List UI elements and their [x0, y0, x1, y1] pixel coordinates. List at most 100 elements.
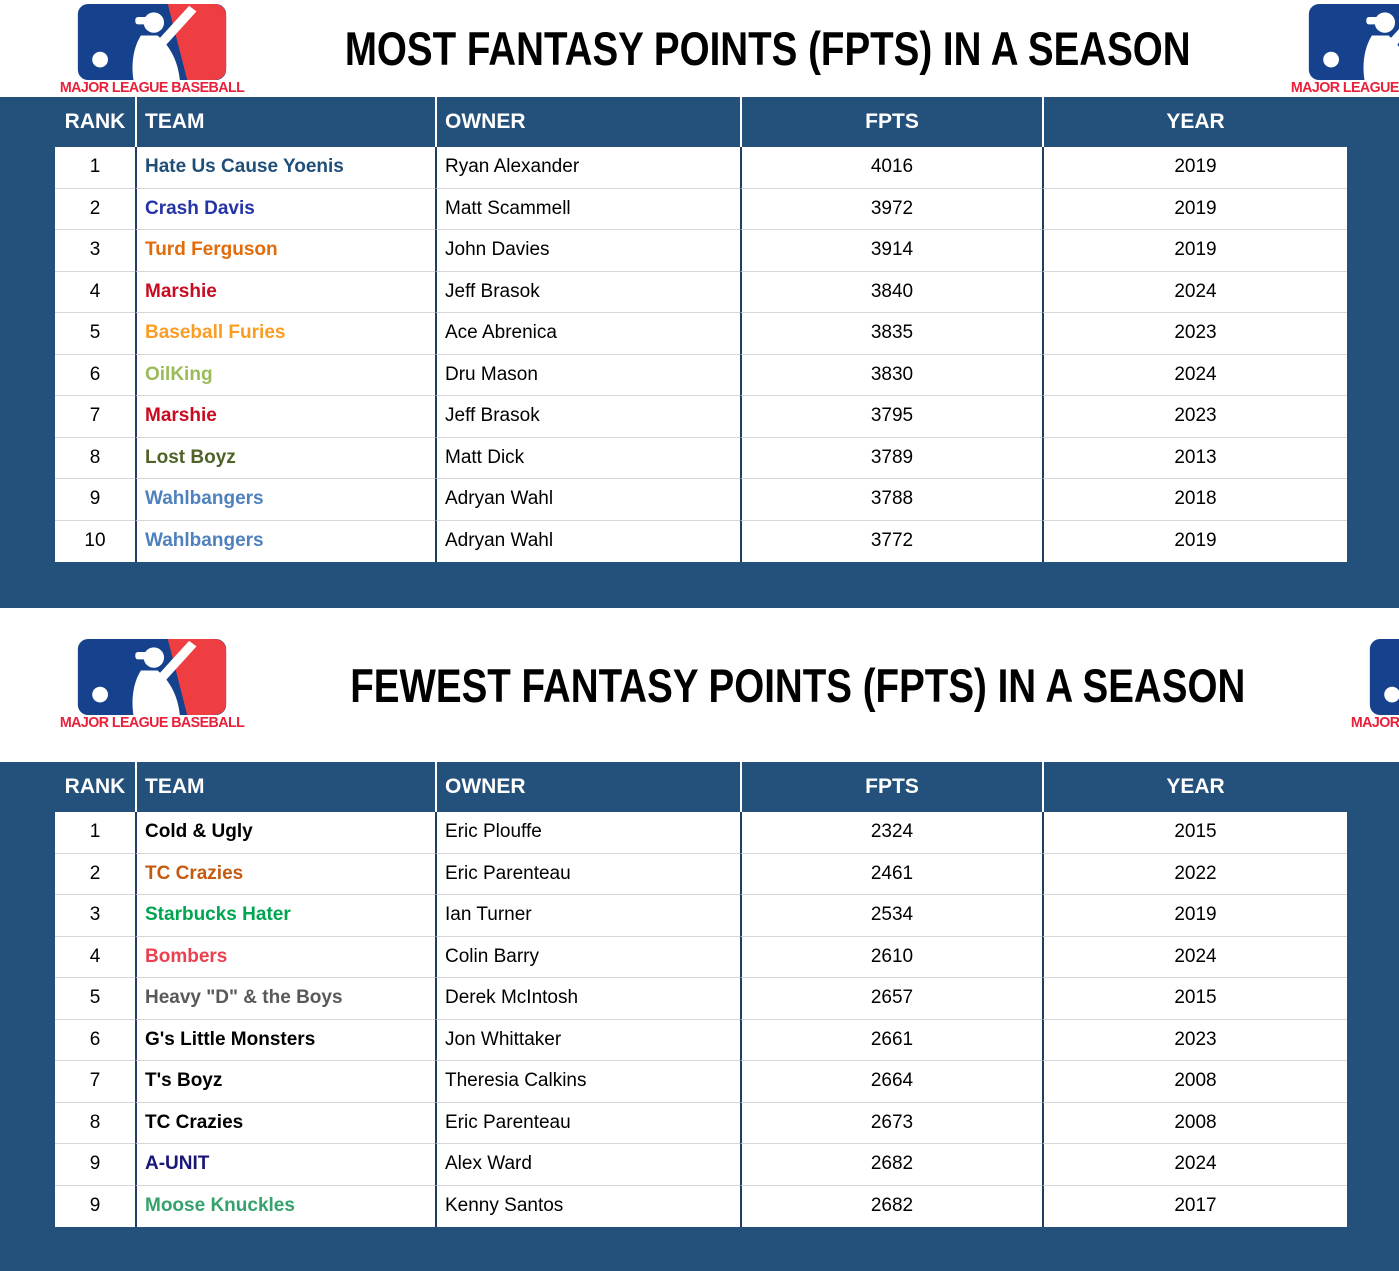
fpts-column-header: FPTS — [740, 97, 1042, 147]
row-left-margin — [0, 521, 55, 563]
row-left-margin — [0, 355, 55, 397]
team-name-cell: Lost Boyz — [135, 437, 435, 479]
row-right-margin — [1347, 272, 1399, 314]
team-name-cell: Turd Ferguson — [135, 230, 435, 272]
mlb-logo-caption: MAJOR LEAGUE BASEBALL — [59, 714, 245, 731]
rank-cell: 10 — [55, 520, 135, 562]
year-cell: 2024 — [1042, 354, 1347, 396]
year-cell: 2013 — [1042, 437, 1347, 479]
table-row: 7 Marshie Jeff Brasok 3795 2023 — [0, 396, 1399, 438]
rank-cell: 4 — [55, 271, 135, 313]
mlb-logo-icon — [77, 4, 227, 80]
rank-cell: 7 — [55, 1061, 135, 1103]
team-name-cell: Hate Us Cause Yoenis — [135, 147, 435, 189]
mlb-logo-caption: MAJOR LEAGUE BASEBALL — [1291, 79, 1399, 96]
row-right-margin — [1347, 812, 1399, 854]
rank-cell: 3 — [55, 230, 135, 272]
owner-cell: John Davies — [435, 230, 740, 272]
rank-cell: 2 — [55, 188, 135, 230]
team-name-cell: Marshie — [135, 396, 435, 438]
table-row: 3 Turd Ferguson John Davies 3914 2019 — [0, 230, 1399, 272]
year-column-header: YEAR — [1042, 762, 1347, 812]
owner-cell: Ace Abrenica — [435, 313, 740, 355]
row-left-margin — [0, 1061, 55, 1103]
mlb-logo: MAJOR LEAGUE BASEBALL — [1344, 639, 1399, 731]
team-name-cell: Starbucks Hater — [135, 895, 435, 937]
table-row: 6 OilKing Dru Mason 3830 2024 — [0, 354, 1399, 397]
rank-cell: 2 — [55, 853, 135, 895]
header-right-margin — [1347, 97, 1399, 147]
year-cell: 2019 — [1042, 147, 1347, 189]
mlb-logo: MAJOR LEAGUE BASEBALL — [52, 639, 252, 731]
table-row: 8 TC Crazies Eric Parenteau 2673 2008 — [0, 1102, 1399, 1145]
owner-cell: Dru Mason — [435, 354, 740, 396]
owner-cell: Kenny Santos — [435, 1185, 740, 1227]
fpts-column-header: FPTS — [740, 762, 1042, 812]
row-left-margin — [0, 978, 55, 1020]
owner-cell: Adryan Wahl — [435, 520, 740, 562]
header-left-margin — [0, 762, 55, 812]
header-right-margin — [1347, 762, 1399, 812]
team-name-cell: Marshie — [135, 271, 435, 313]
most-fpts-table-body: 1 Hate Us Cause Yoenis Ryan Alexander 40… — [0, 147, 1399, 562]
row-right-margin — [1347, 1103, 1399, 1145]
team-column-header: TEAM — [135, 97, 435, 147]
table-row: 9 A-UNIT Alex Ward 2682 2024 — [0, 1144, 1399, 1186]
team-name-cell: TC Crazies — [135, 853, 435, 895]
mlb-logo: MAJOR LEAGUE BASEBALL — [52, 1, 252, 96]
row-left-margin — [0, 230, 55, 272]
mlb-logo-left-slot: MAJOR LEAGUE BASEBALL — [52, 639, 252, 731]
row-left-margin — [0, 937, 55, 979]
table-row: 6 G's Little Monsters Jon Whittaker 2661… — [0, 1019, 1399, 1062]
table-row: 5 Baseball Furies Ace Abrenica 3835 2023 — [0, 313, 1399, 355]
team-name-cell: Wahlbangers — [135, 479, 435, 521]
year-cell: 2023 — [1042, 1019, 1347, 1061]
table-row: 7 T's Boyz Theresia Calkins 2664 2008 — [0, 1061, 1399, 1103]
fpts-cell: 3840 — [740, 271, 1042, 313]
table-row: 4 Marshie Jeff Brasok 3840 2024 — [0, 271, 1399, 314]
table-row: 4 Bombers Colin Barry 2610 2024 — [0, 936, 1399, 979]
row-left-margin — [0, 438, 55, 480]
most-fpts-title: MOST FANTASY POINTS (FPTS) IN A SEASON — [344, 22, 1191, 75]
owner-cell: Jeff Brasok — [435, 271, 740, 313]
rank-cell: 1 — [55, 147, 135, 189]
year-cell: 2022 — [1042, 853, 1347, 895]
year-cell: 2017 — [1042, 1185, 1347, 1227]
rank-cell: 1 — [55, 812, 135, 854]
table-row: 2 Crash Davis Matt Scammell 3972 2019 — [0, 188, 1399, 230]
fewest-fpts-title: FEWEST FANTASY POINTS (FPTS) IN A SEASON — [350, 658, 1246, 712]
owner-cell: Eric Plouffe — [435, 812, 740, 854]
owner-cell: Ian Turner — [435, 895, 740, 937]
row-left-margin — [0, 272, 55, 314]
fpts-cell: 4016 — [740, 147, 1042, 189]
row-left-margin — [0, 396, 55, 438]
year-cell: 2024 — [1042, 271, 1347, 313]
mlb-logo: MAJOR LEAGUE BASEBALL — [1283, 1, 1399, 96]
mlb-logo-caption: MAJOR LEAGUE BASEBALL — [59, 79, 245, 96]
year-cell: 2019 — [1042, 188, 1347, 230]
rank-cell: 5 — [55, 978, 135, 1020]
year-column-header: YEAR — [1042, 97, 1347, 147]
owner-cell: Eric Parenteau — [435, 853, 740, 895]
fpts-cell: 2610 — [740, 936, 1042, 978]
mlb-logo-right-slot: MAJOR LEAGUE BASEBALL — [1344, 639, 1399, 731]
rank-cell: 9 — [55, 1185, 135, 1227]
owner-column-header: OWNER — [435, 762, 740, 812]
year-cell: 2024 — [1042, 936, 1347, 978]
rank-column-header: RANK — [64, 110, 126, 133]
team-name-cell: A-UNIT — [135, 1144, 435, 1186]
rank-cell: 6 — [55, 1019, 135, 1061]
row-right-margin — [1347, 1186, 1399, 1228]
row-right-margin — [1347, 1020, 1399, 1062]
fpts-cell: 2661 — [740, 1019, 1042, 1061]
mlb-logo-caption: MAJOR LEAGUE BASEBALL — [1351, 714, 1399, 731]
row-right-margin — [1347, 396, 1399, 438]
row-right-margin — [1347, 978, 1399, 1020]
mlb-logo-icon — [1369, 639, 1399, 715]
row-right-margin — [1347, 895, 1399, 937]
fewest-fpts-title-band: MAJOR LEAGUE BASEBALL FEWEST FANTASY POI… — [0, 608, 1399, 762]
year-cell: 2023 — [1042, 313, 1347, 355]
row-left-margin — [0, 1186, 55, 1228]
most-fpts-table-panel: RANK TEAM OWNER FPTS YEAR 1 Hate Us Caus… — [0, 97, 1399, 608]
